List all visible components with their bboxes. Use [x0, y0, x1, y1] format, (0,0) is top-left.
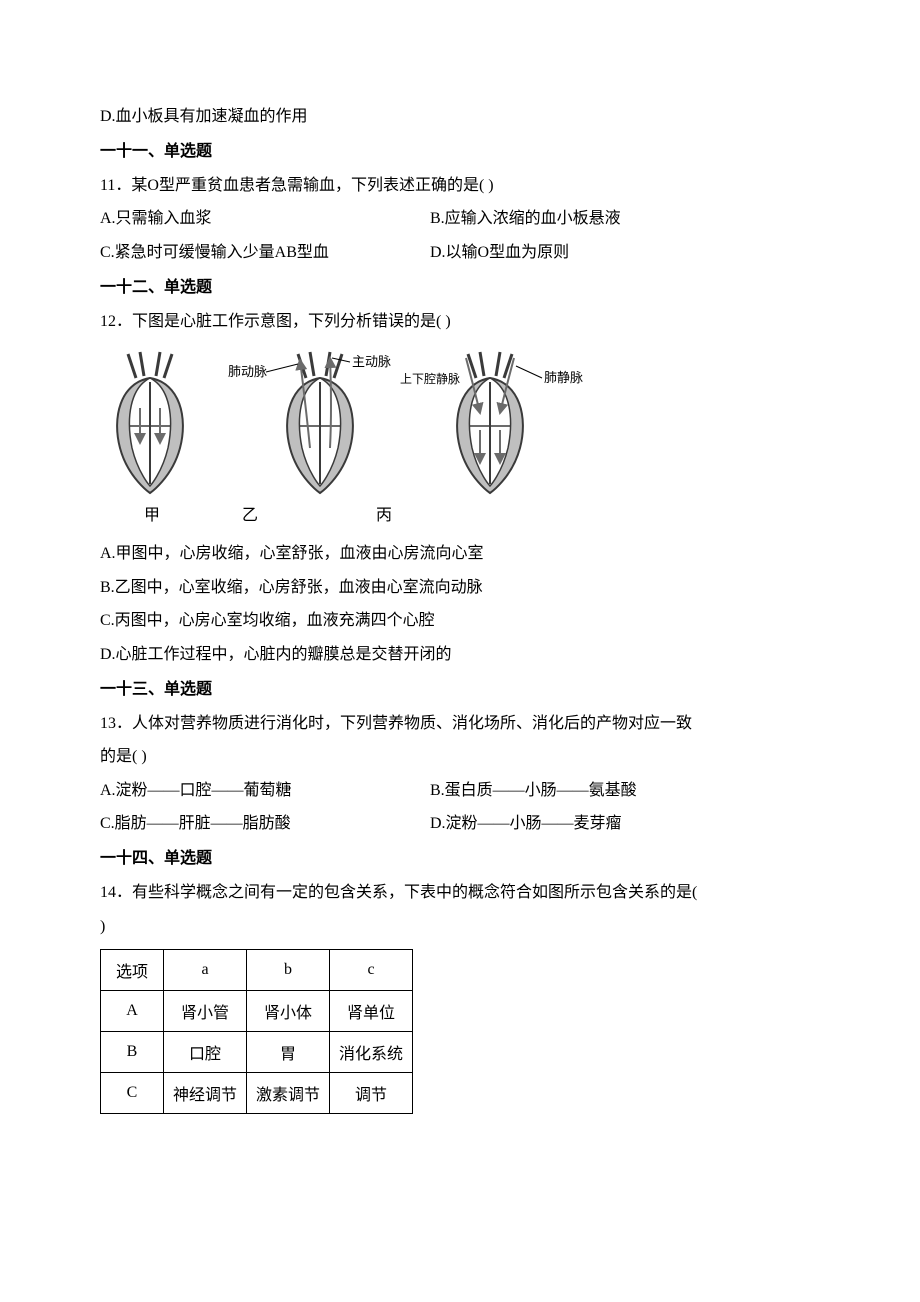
cell-a: 肾小管: [164, 991, 247, 1032]
q13-stem-l1: 13．人体对营养物质进行消化时，下列营养物质、消化场所、消化后的产物对应一致: [100, 707, 820, 741]
q13-option-b: B.蛋白质——小肠——氨基酸: [430, 774, 820, 808]
q13-options-row-2: C.脂肪——肝脏——脂肪酸 D.淀粉——小肠——麦芽瘤: [100, 807, 820, 841]
table-row: B 口腔 胃 消化系统: [101, 1032, 413, 1073]
table-header-row: 选项 a b c: [101, 950, 413, 991]
cell-c: 调节: [330, 1073, 413, 1114]
q12-option-a: A.甲图中，心房收缩，心室舒张，血液由心房流向心室: [100, 537, 820, 571]
table-row: A 肾小管 肾小体 肾单位: [101, 991, 413, 1032]
label-vena-cava: 上下腔静脉: [400, 371, 460, 386]
label-pulm-vein: 肺静脉: [544, 370, 583, 385]
q12-option-d: D.心脏工作过程中，心脏内的瓣膜总是交替开闭的: [100, 638, 820, 672]
section-11-heading: 一十一、单选题: [100, 134, 820, 169]
th-opt: 选项: [101, 950, 164, 991]
fig-label-jia: 甲: [144, 502, 160, 531]
cell-c: 消化系统: [330, 1032, 413, 1073]
q11-option-b: B.应输入浓缩的血小板悬液: [430, 202, 820, 236]
fig-label-bing: 丙: [376, 502, 392, 531]
q13-stem-l2: 的是( ): [100, 740, 820, 774]
q13-option-c: C.脂肪——肝脏——脂肪酸: [100, 807, 430, 841]
table-row: C 神经调节 激素调节 调节: [101, 1073, 413, 1114]
cell-c: 肾单位: [330, 991, 413, 1032]
cell-opt: B: [101, 1032, 164, 1073]
th-c: c: [330, 950, 413, 991]
q11-option-a: A.只需输入血浆: [100, 202, 430, 236]
q14-stem-l1: 14．有些科学概念之间有一定的包含关系，下表中的概念符合如图所示包含关系的是(: [100, 876, 820, 910]
cell-opt: A: [101, 991, 164, 1032]
q13-option-a: A.淀粉——口腔——葡萄糖: [100, 774, 430, 808]
q12-option-c: C.丙图中，心房心室均收缩，血液充满四个心腔: [100, 604, 820, 638]
section-12-heading: 一十二、单选题: [100, 270, 820, 305]
q12-stem: 12．下图是心脏工作示意图，下列分析错误的是( ): [100, 305, 820, 339]
cell-b: 胃: [247, 1032, 330, 1073]
cell-b: 激素调节: [247, 1073, 330, 1114]
q11-options-row-1: A.只需输入血浆 B.应输入浓缩的血小板悬液: [100, 202, 820, 236]
q11-stem: 11．某O型严重贫血患者急需输血，下列表述正确的是( ): [100, 169, 820, 203]
cell-a: 口腔: [164, 1032, 247, 1073]
th-a: a: [164, 950, 247, 991]
heart-diagram-svg: 肺动脉 主动脉 上下腔静脉 肺静脉: [100, 348, 620, 498]
th-b: b: [247, 950, 330, 991]
q11-option-d: D.以输O型血为原则: [430, 236, 820, 270]
q11-options-row-2: C.紧急时可缓慢输入少量AB型血 D.以输O型血为原则: [100, 236, 820, 270]
q12-option-b: B.乙图中，心室收缩，心房舒张，血液由心室流向动脉: [100, 571, 820, 605]
q13-options-row-1: A.淀粉——口腔——葡萄糖 B.蛋白质——小肠——氨基酸: [100, 774, 820, 808]
cell-a: 神经调节: [164, 1073, 247, 1114]
label-aorta: 主动脉: [352, 354, 391, 369]
q10-option-d: D.血小板具有加速凝血的作用: [100, 100, 820, 134]
cell-b: 肾小体: [247, 991, 330, 1032]
section-13-heading: 一十三、单选题: [100, 672, 820, 707]
page: D.血小板具有加速凝血的作用 一十一、单选题 11．某O型严重贫血患者急需输血，…: [0, 0, 920, 1302]
q12-figure: 肺动脉 主动脉 上下腔静脉 肺静脉: [100, 348, 820, 498]
q12-figure-names: 甲 乙 丙: [100, 502, 820, 531]
label-pulm-artery: 肺动脉: [228, 364, 267, 379]
cell-opt: C: [101, 1073, 164, 1114]
q14-stem-l2: ): [100, 910, 820, 944]
fig-label-yi: 乙: [242, 502, 258, 531]
section-14-heading: 一十四、单选题: [100, 841, 820, 876]
q14-table: 选项 a b c A 肾小管 肾小体 肾单位 B 口腔 胃 消化系统 C 神经调…: [100, 949, 413, 1114]
q13-option-d: D.淀粉——小肠——麦芽瘤: [430, 807, 820, 841]
q11-option-c: C.紧急时可缓慢输入少量AB型血: [100, 236, 430, 270]
